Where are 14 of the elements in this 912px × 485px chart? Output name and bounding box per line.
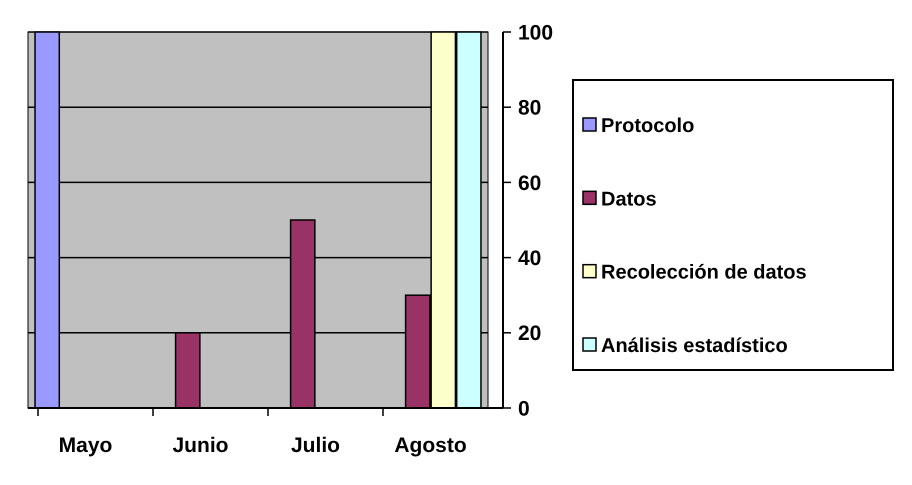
y-tick-label: 0 bbox=[518, 397, 530, 420]
y-tick-label: 60 bbox=[518, 172, 542, 195]
x-tick-label: Julio bbox=[290, 434, 340, 457]
legend-label: Análisis estadístico bbox=[601, 335, 788, 357]
x-tick-label: Junio bbox=[172, 434, 228, 457]
legend-label: Datos bbox=[601, 188, 657, 210]
y-tick-label: 100 bbox=[518, 21, 554, 44]
legend-label: Protocolo bbox=[601, 115, 694, 137]
y-tick-label: 80 bbox=[518, 96, 542, 120]
x-tick-label: Agosto bbox=[394, 434, 467, 457]
y-tick-label: 20 bbox=[518, 322, 542, 346]
x-tick-label: Mayo bbox=[58, 434, 112, 457]
legend-label: Recolección de datos bbox=[601, 262, 807, 284]
y-tick-label: 40 bbox=[518, 246, 542, 270]
